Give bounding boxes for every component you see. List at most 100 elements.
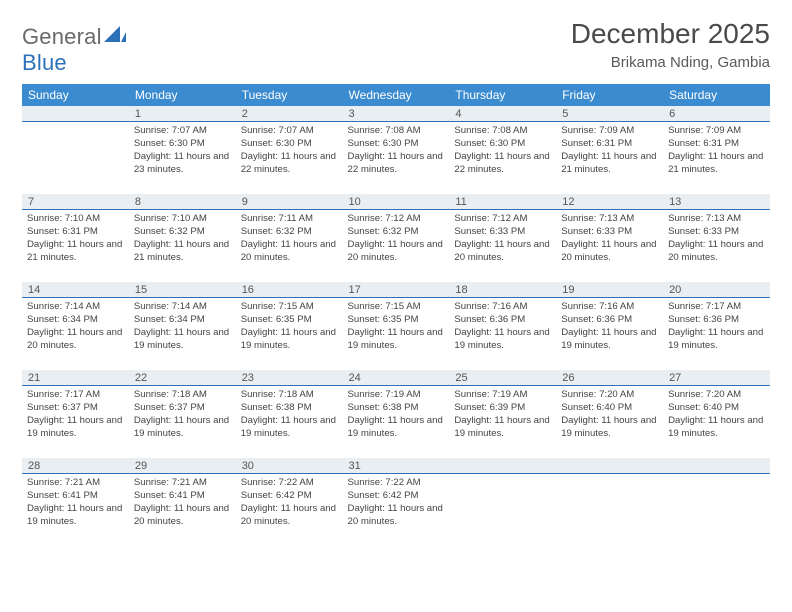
weekday-header: Sunday <box>22 84 129 106</box>
calendar-week-row: 7Sunrise: 7:10 AMSunset: 6:31 PMDaylight… <box>22 194 770 282</box>
day-number-band: 3 <box>343 106 450 122</box>
calendar-day-cell: 10Sunrise: 7:12 AMSunset: 6:32 PMDayligh… <box>343 194 450 282</box>
sunset-text: Sunset: 6:30 PM <box>241 138 338 151</box>
day-info: Sunrise: 7:09 AMSunset: 6:31 PMDaylight:… <box>663 122 770 179</box>
sunrise-text: Sunrise: 7:12 AM <box>348 213 445 226</box>
day-info: Sunrise: 7:20 AMSunset: 6:40 PMDaylight:… <box>663 386 770 443</box>
weekday-header: Tuesday <box>236 84 343 106</box>
day-number-band: 10 <box>343 194 450 210</box>
day-info: Sunrise: 7:07 AMSunset: 6:30 PMDaylight:… <box>129 122 236 179</box>
daylight-text: Daylight: 11 hours and 23 minutes. <box>134 151 231 177</box>
daylight-text: Daylight: 11 hours and 19 minutes. <box>27 415 124 441</box>
logo-sail-icon <box>104 24 126 50</box>
daylight-text: Daylight: 11 hours and 20 minutes. <box>668 239 765 265</box>
day-info: Sunrise: 7:07 AMSunset: 6:30 PMDaylight:… <box>236 122 343 179</box>
day-info: Sunrise: 7:15 AMSunset: 6:35 PMDaylight:… <box>236 298 343 355</box>
day-number-band: 4 <box>449 106 556 122</box>
calendar-day-cell: 19Sunrise: 7:16 AMSunset: 6:36 PMDayligh… <box>556 282 663 370</box>
daylight-text: Daylight: 11 hours and 21 minutes. <box>668 151 765 177</box>
daylight-text: Daylight: 11 hours and 20 minutes. <box>134 503 231 529</box>
daylight-text: Daylight: 11 hours and 20 minutes. <box>241 503 338 529</box>
day-number-band: 30 <box>236 458 343 474</box>
calendar-day-cell: 16Sunrise: 7:15 AMSunset: 6:35 PMDayligh… <box>236 282 343 370</box>
sunset-text: Sunset: 6:42 PM <box>348 490 445 503</box>
logo-text: General Blue <box>22 24 126 76</box>
weekday-header: Wednesday <box>343 84 450 106</box>
sunrise-text: Sunrise: 7:18 AM <box>134 389 231 402</box>
calendar-day-cell: 11Sunrise: 7:12 AMSunset: 6:33 PMDayligh… <box>449 194 556 282</box>
day-info: Sunrise: 7:22 AMSunset: 6:42 PMDaylight:… <box>343 474 450 531</box>
sunrise-text: Sunrise: 7:09 AM <box>668 125 765 138</box>
sunrise-text: Sunrise: 7:07 AM <box>134 125 231 138</box>
sunset-text: Sunset: 6:38 PM <box>348 402 445 415</box>
calendar-day-cell: 22Sunrise: 7:18 AMSunset: 6:37 PMDayligh… <box>129 370 236 458</box>
day-number-band: 6 <box>663 106 770 122</box>
daylight-text: Daylight: 11 hours and 21 minutes. <box>561 151 658 177</box>
daylight-text: Daylight: 11 hours and 20 minutes. <box>348 503 445 529</box>
day-number-band: 31 <box>343 458 450 474</box>
day-info: Sunrise: 7:21 AMSunset: 6:41 PMDaylight:… <box>22 474 129 531</box>
calendar-day-cell: 29Sunrise: 7:21 AMSunset: 6:41 PMDayligh… <box>129 458 236 546</box>
sunrise-text: Sunrise: 7:17 AM <box>27 389 124 402</box>
daylight-text: Daylight: 11 hours and 19 minutes. <box>348 327 445 353</box>
day-number-band: 9 <box>236 194 343 210</box>
sunset-text: Sunset: 6:40 PM <box>668 402 765 415</box>
calendar-week-row: 28Sunrise: 7:21 AMSunset: 6:41 PMDayligh… <box>22 458 770 546</box>
calendar-day-cell <box>449 458 556 546</box>
title-block: December 2025 Brikama Nding, Gambia <box>571 18 770 71</box>
day-number-band <box>22 106 129 122</box>
sunset-text: Sunset: 6:30 PM <box>348 138 445 151</box>
calendar-day-cell: 25Sunrise: 7:19 AMSunset: 6:39 PMDayligh… <box>449 370 556 458</box>
calendar-day-cell: 23Sunrise: 7:18 AMSunset: 6:38 PMDayligh… <box>236 370 343 458</box>
sunrise-text: Sunrise: 7:16 AM <box>561 301 658 314</box>
day-number-band: 2 <box>236 106 343 122</box>
daylight-text: Daylight: 11 hours and 21 minutes. <box>134 239 231 265</box>
calendar-day-cell: 31Sunrise: 7:22 AMSunset: 6:42 PMDayligh… <box>343 458 450 546</box>
day-info: Sunrise: 7:17 AMSunset: 6:36 PMDaylight:… <box>663 298 770 355</box>
day-number-band: 12 <box>556 194 663 210</box>
sunset-text: Sunset: 6:37 PM <box>134 402 231 415</box>
day-number-band: 20 <box>663 282 770 298</box>
calendar-day-cell: 30Sunrise: 7:22 AMSunset: 6:42 PMDayligh… <box>236 458 343 546</box>
daylight-text: Daylight: 11 hours and 20 minutes. <box>241 239 338 265</box>
day-info: Sunrise: 7:18 AMSunset: 6:37 PMDaylight:… <box>129 386 236 443</box>
calendar-day-cell: 8Sunrise: 7:10 AMSunset: 6:32 PMDaylight… <box>129 194 236 282</box>
calendar-day-cell: 18Sunrise: 7:16 AMSunset: 6:36 PMDayligh… <box>449 282 556 370</box>
calendar-week-row: 1Sunrise: 7:07 AMSunset: 6:30 PMDaylight… <box>22 106 770 194</box>
day-number-band: 27 <box>663 370 770 386</box>
calendar-week-row: 14Sunrise: 7:14 AMSunset: 6:34 PMDayligh… <box>22 282 770 370</box>
day-number-band: 22 <box>129 370 236 386</box>
sunset-text: Sunset: 6:39 PM <box>454 402 551 415</box>
daylight-text: Daylight: 11 hours and 20 minutes. <box>454 239 551 265</box>
calendar-day-cell: 17Sunrise: 7:15 AMSunset: 6:35 PMDayligh… <box>343 282 450 370</box>
sunset-text: Sunset: 6:30 PM <box>454 138 551 151</box>
day-info: Sunrise: 7:15 AMSunset: 6:35 PMDaylight:… <box>343 298 450 355</box>
sunrise-text: Sunrise: 7:08 AM <box>348 125 445 138</box>
calendar-day-cell: 20Sunrise: 7:17 AMSunset: 6:36 PMDayligh… <box>663 282 770 370</box>
daylight-text: Daylight: 11 hours and 20 minutes. <box>27 327 124 353</box>
daylight-text: Daylight: 11 hours and 20 minutes. <box>561 239 658 265</box>
day-info: Sunrise: 7:10 AMSunset: 6:32 PMDaylight:… <box>129 210 236 267</box>
sunrise-text: Sunrise: 7:12 AM <box>454 213 551 226</box>
day-number-band: 7 <box>22 194 129 210</box>
weekday-header: Friday <box>556 84 663 106</box>
sunset-text: Sunset: 6:35 PM <box>241 314 338 327</box>
sunrise-text: Sunrise: 7:13 AM <box>561 213 658 226</box>
sunset-text: Sunset: 6:36 PM <box>561 314 658 327</box>
sunrise-text: Sunrise: 7:22 AM <box>241 477 338 490</box>
calendar-day-cell: 5Sunrise: 7:09 AMSunset: 6:31 PMDaylight… <box>556 106 663 194</box>
calendar-day-cell: 14Sunrise: 7:14 AMSunset: 6:34 PMDayligh… <box>22 282 129 370</box>
calendar-day-cell: 4Sunrise: 7:08 AMSunset: 6:30 PMDaylight… <box>449 106 556 194</box>
day-info: Sunrise: 7:10 AMSunset: 6:31 PMDaylight:… <box>22 210 129 267</box>
calendar-day-cell: 24Sunrise: 7:19 AMSunset: 6:38 PMDayligh… <box>343 370 450 458</box>
calendar-day-cell: 2Sunrise: 7:07 AMSunset: 6:30 PMDaylight… <box>236 106 343 194</box>
day-info: Sunrise: 7:09 AMSunset: 6:31 PMDaylight:… <box>556 122 663 179</box>
day-info: Sunrise: 7:16 AMSunset: 6:36 PMDaylight:… <box>556 298 663 355</box>
calendar-day-cell: 3Sunrise: 7:08 AMSunset: 6:30 PMDaylight… <box>343 106 450 194</box>
day-number-band: 13 <box>663 194 770 210</box>
day-info: Sunrise: 7:20 AMSunset: 6:40 PMDaylight:… <box>556 386 663 443</box>
daylight-text: Daylight: 11 hours and 20 minutes. <box>348 239 445 265</box>
day-info: Sunrise: 7:22 AMSunset: 6:42 PMDaylight:… <box>236 474 343 531</box>
day-number-band: 28 <box>22 458 129 474</box>
sunset-text: Sunset: 6:31 PM <box>668 138 765 151</box>
